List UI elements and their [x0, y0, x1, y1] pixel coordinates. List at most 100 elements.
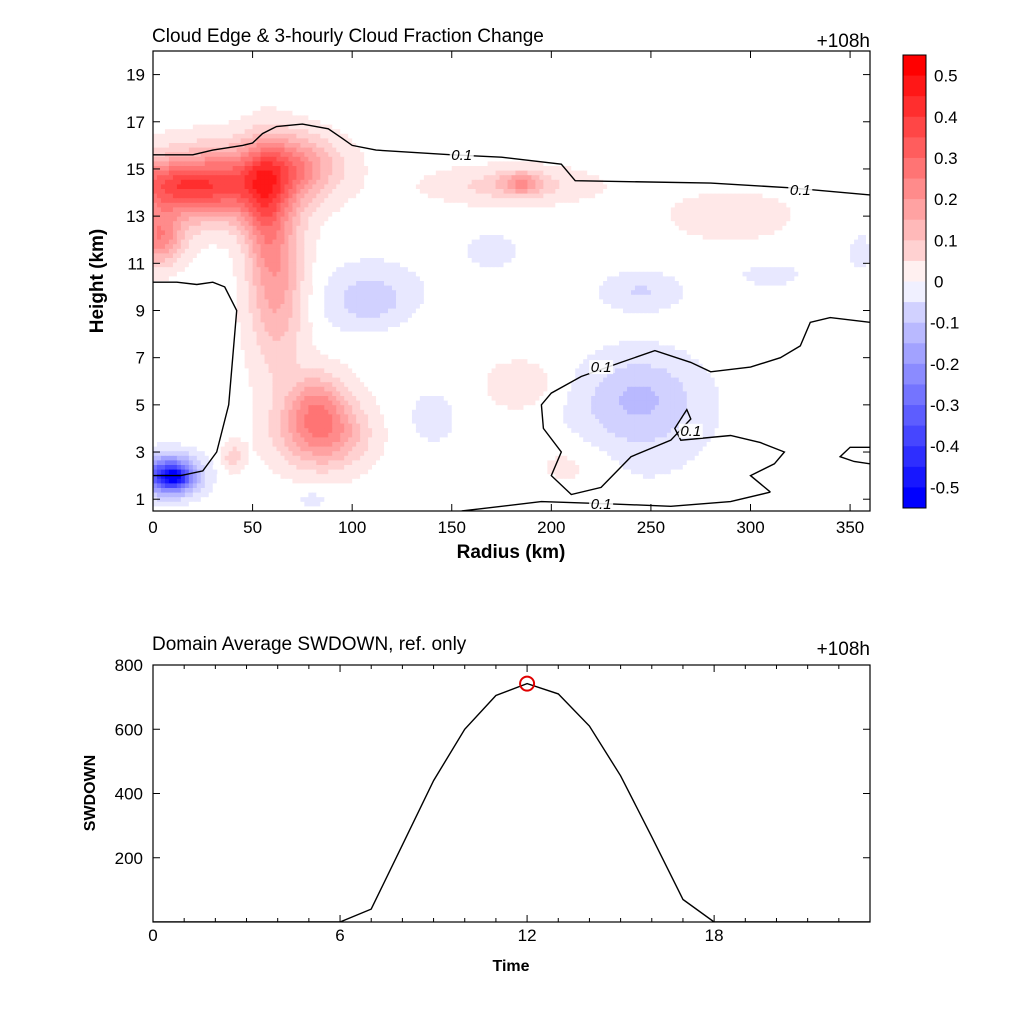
heatmap-cell: [615, 290, 620, 296]
heatmap-cell: [240, 175, 246, 181]
heatmap-cell: [312, 262, 317, 268]
heatmap-cell: [192, 175, 198, 181]
heatmap-cell: [738, 267, 744, 273]
heatmap-cell: [272, 166, 278, 172]
heatmap-cell: [431, 331, 437, 337]
heatmap-cell: [272, 143, 278, 149]
heatmap-cell: [543, 184, 548, 190]
heatmap-cell: [539, 156, 544, 162]
heatmap-cell: [304, 170, 309, 176]
heatmap-cell: [682, 235, 688, 241]
heatmap-cell: [654, 212, 660, 218]
heatmap-cell: [356, 331, 361, 337]
heatmap-cell: [682, 340, 688, 346]
heatmap-cell: [320, 133, 325, 139]
heatmap-cell: [523, 363, 529, 369]
heatmap-cell: [443, 331, 449, 337]
heatmap-cell: [388, 290, 393, 296]
heatmap-cell: [503, 239, 509, 245]
heatmap-cell: [228, 299, 234, 305]
heatmap-cell: [798, 212, 803, 218]
heatmap-cell: [419, 166, 425, 172]
heatmap-cell: [579, 354, 584, 360]
heatmap-cell: [372, 359, 377, 365]
heatmap-cell: [348, 198, 353, 204]
heatmap-cell: [419, 345, 425, 351]
heatmap-cell: [268, 368, 274, 374]
heatmap-cell: [184, 262, 190, 268]
heatmap-cell: [678, 290, 684, 296]
heatmap-cell: [750, 184, 756, 190]
heatmap-cell: [264, 193, 270, 199]
heatmap-cell: [172, 179, 178, 185]
heatmap-cell: [320, 239, 325, 245]
heatmap-cell: [296, 129, 301, 135]
heatmap-cell: [288, 373, 294, 379]
heatmap-cell: [284, 308, 290, 314]
heatmap-cell: [320, 317, 325, 323]
heatmap-cell: [268, 156, 274, 162]
heatmap-cell: [288, 253, 294, 259]
heatmap-cell: [388, 354, 393, 360]
heatmap-cell: [376, 299, 381, 305]
heatmap-cell: [388, 285, 393, 291]
heatmap-cell: [714, 216, 720, 222]
heatmap-cell: [304, 212, 309, 218]
heatmap-cell: [256, 350, 262, 356]
heatmap-cell: [224, 216, 230, 222]
heatmap-cell: [718, 221, 724, 227]
heatmap-cell: [296, 290, 301, 296]
heatmap-cell: [348, 184, 353, 190]
heatmap-cell: [300, 336, 305, 342]
heatmap-cell: [475, 267, 481, 273]
heatmap-cell: [678, 281, 684, 287]
heatmap-cell: [463, 258, 469, 264]
heatmap-cell: [272, 322, 278, 328]
heatmap-cell: [551, 184, 556, 190]
heatmap-cell: [288, 115, 294, 121]
heatmap-cell: [324, 212, 329, 218]
heatmap-cell: [523, 207, 529, 213]
heatmap-cell: [248, 110, 254, 116]
heatmap-cell: [236, 115, 242, 121]
heatmap-cell: [543, 382, 548, 388]
heatmap-cell: [495, 166, 501, 172]
heatmap-cell: [340, 207, 345, 213]
heatmap-cell: [320, 235, 325, 241]
heatmap-cell: [208, 248, 214, 254]
heatmap-cell: [662, 294, 668, 300]
heatmap-cell: [364, 313, 369, 319]
heatmap-cell: [411, 354, 417, 360]
heatmap-cell: [236, 147, 242, 153]
heatmap-cell: [431, 166, 437, 172]
heatmap-cell: [312, 271, 317, 277]
heatmap-cell: [423, 276, 429, 282]
heatmap-cell: [392, 345, 397, 351]
heatmap-cell: [153, 235, 158, 241]
heatmap-cell: [650, 207, 656, 213]
heatmap-cell: [184, 271, 190, 277]
heatmap-cell: [650, 216, 656, 222]
heatmap-cell: [252, 124, 258, 130]
heatmap-cell: [376, 166, 381, 172]
heatmap-cell: [415, 170, 421, 176]
heatmap-cell: [264, 110, 270, 116]
heatmap-cell: [320, 147, 325, 153]
heatmap-cell: [340, 147, 345, 153]
heatmap-cell: [272, 101, 278, 107]
heatmap-cell: [172, 248, 178, 254]
heatmap-cell: [507, 382, 513, 388]
heatmap-cell: [312, 166, 317, 172]
heatmap-cell: [228, 248, 234, 254]
heatmap-cell: [519, 253, 525, 259]
heatmap-cell: [531, 202, 536, 208]
heatmap-cell: [364, 152, 369, 158]
heatmap-cell: [372, 304, 377, 310]
heatmap-cell: [603, 179, 608, 185]
heatmap-cell: [519, 166, 525, 172]
heatmap-cell: [758, 267, 764, 273]
heatmap-cell: [248, 377, 254, 383]
heatmap-cell: [646, 308, 652, 314]
heatmap-cell: [276, 175, 282, 181]
heatmap-cell: [403, 294, 409, 300]
